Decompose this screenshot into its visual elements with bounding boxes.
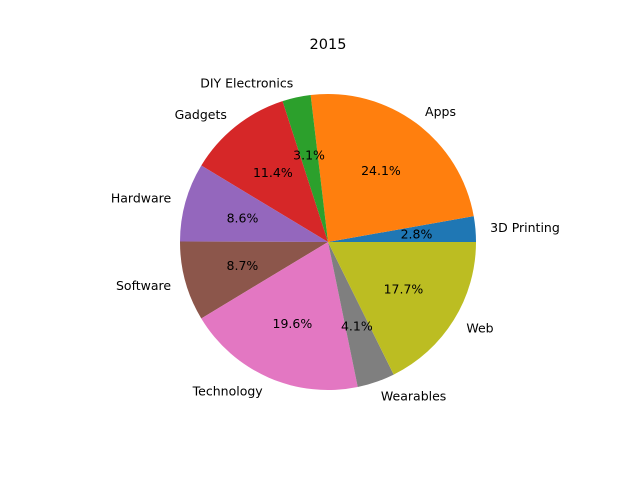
slice-label-hardware: Hardware — [111, 191, 172, 206]
pct-label-technology: 19.6% — [273, 316, 313, 331]
pct-label-apps: 24.1% — [361, 163, 401, 178]
pie-slices — [180, 94, 476, 390]
pie-labels: 3D Printing 2.8% Apps 24.1% DIY Electronics 3… — [111, 75, 560, 403]
pie-slice-hardware — [180, 165, 328, 242]
chart-title: 2015 — [310, 37, 347, 53]
pie-slice-diy-electronics — [282, 95, 328, 242]
pie-slice-web — [328, 242, 476, 375]
pct-label-web: 17.7% — [384, 281, 424, 296]
pie-slice-apps — [310, 94, 474, 242]
pct-label-3d-printing: 2.8% — [401, 227, 433, 242]
pie-slice-3d-printing — [328, 216, 476, 242]
slice-label-diy-electronics: DIY Electronics — [200, 75, 293, 90]
pie-slice-technology — [201, 242, 358, 390]
pct-label-gadgets: 11.4% — [253, 165, 293, 180]
pie-slice-software — [180, 241, 328, 319]
pct-label-diy-electronics: 3.1% — [293, 148, 325, 163]
pct-label-software: 8.7% — [227, 258, 259, 273]
slice-label-wearables: Wearables — [381, 388, 446, 403]
slice-label-software: Software — [116, 278, 171, 293]
pie-slice-gadgets — [201, 101, 328, 242]
slice-label-web: Web — [466, 320, 493, 335]
slice-label-technology: Technology — [192, 384, 264, 399]
slice-label-3d-printing: 3D Printing — [490, 220, 560, 235]
pct-label-wearables: 4.1% — [341, 318, 373, 333]
pct-label-hardware: 8.6% — [227, 211, 259, 226]
slice-label-gadgets: Gadgets — [175, 107, 227, 122]
slice-label-apps: Apps — [425, 104, 456, 119]
pie-slice-wearables — [328, 242, 394, 387]
